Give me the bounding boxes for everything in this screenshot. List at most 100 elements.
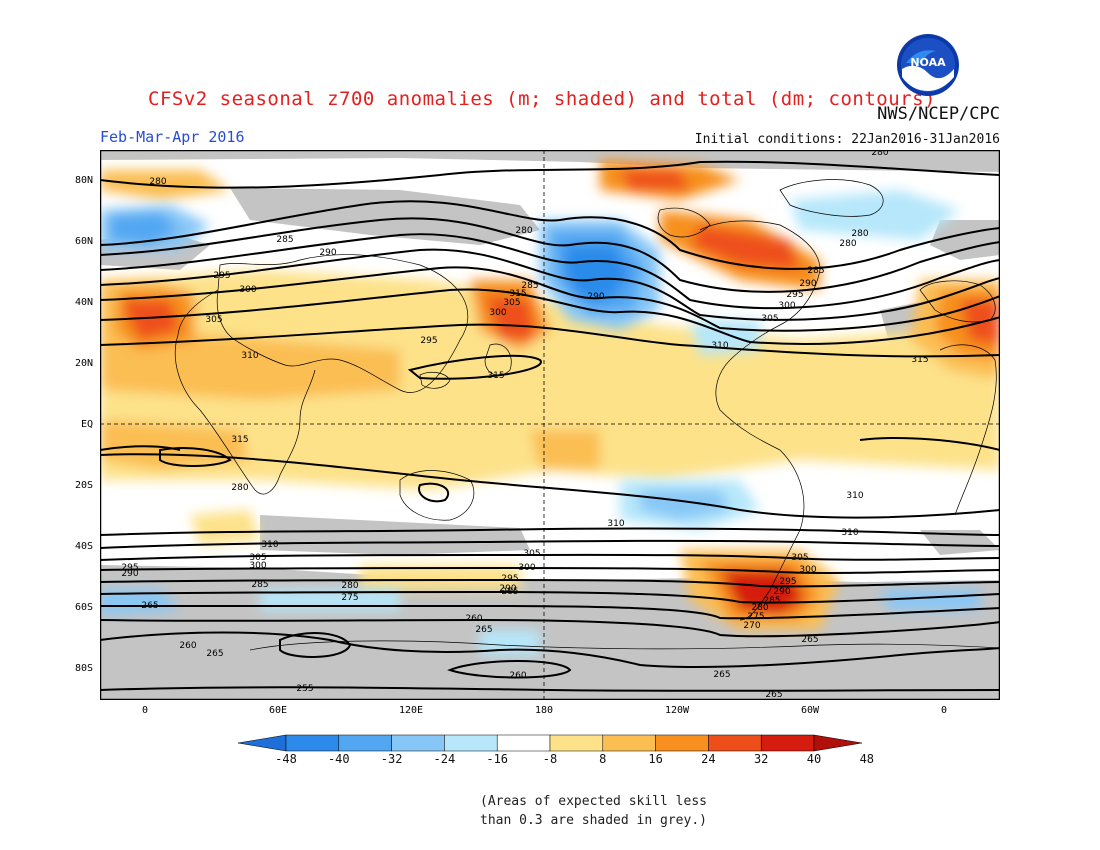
svg-text:285: 285: [763, 596, 780, 606]
svg-text:280: 280: [149, 177, 166, 187]
colorbar-cell: [760, 734, 815, 752]
svg-text:270: 270: [743, 621, 760, 631]
svg-text:305: 305: [761, 314, 778, 324]
svg-text:260: 260: [465, 614, 482, 624]
svg-text:265: 265: [765, 690, 782, 700]
svg-text:290: 290: [773, 587, 790, 597]
svg-text:260: 260: [179, 641, 196, 651]
svg-text:285: 285: [251, 580, 268, 590]
svg-text:310: 310: [261, 540, 278, 550]
svg-text:310: 310: [241, 351, 258, 361]
svg-text:295: 295: [213, 271, 230, 281]
lat-label-80n: 80N: [74, 175, 93, 186]
svg-text:305: 305: [503, 298, 520, 308]
svg-text:310: 310: [711, 341, 728, 351]
svg-text:305: 305: [523, 549, 540, 559]
positive-anomalies: [100, 160, 1000, 630]
svg-text:300: 300: [799, 565, 816, 575]
svg-text:275: 275: [341, 593, 358, 603]
svg-text:290: 290: [319, 248, 336, 258]
coastlines: [174, 179, 1000, 651]
svg-text:280: 280: [751, 603, 768, 613]
colorbar-label: -40: [327, 752, 350, 766]
colorbar-label: 16: [648, 752, 663, 766]
contour-labels: 280 285 290 295 300 305 310 285 290 280 …: [121, 150, 928, 700]
svg-text:315: 315: [911, 355, 928, 365]
skill-footnote: (Areas of expected skill less than 0.3 a…: [480, 792, 707, 830]
svg-text:280: 280: [515, 226, 532, 236]
colorbar-cell: [602, 734, 656, 752]
svg-text:280: 280: [231, 483, 248, 493]
svg-text:285: 285: [521, 281, 538, 291]
colorbar-label: -32: [380, 752, 403, 766]
lon-label-0: 0: [141, 705, 149, 716]
svg-text:290: 290: [499, 584, 516, 594]
svg-text:300: 300: [518, 563, 535, 573]
colorbar-label: -8: [542, 752, 558, 766]
grid-lines: [100, 150, 1000, 700]
svg-text:285: 285: [501, 587, 518, 597]
height-contours: [100, 160, 1000, 692]
svg-text:300: 300: [489, 308, 506, 318]
lat-label-20s: 20S: [74, 480, 93, 491]
svg-text:255: 255: [296, 684, 313, 694]
svg-text:300: 300: [778, 301, 795, 311]
lon-label-0-east: 0: [940, 705, 948, 716]
svg-text:295: 295: [786, 290, 803, 300]
svg-text:NOAA: NOAA: [910, 56, 946, 69]
chart-title: CFSv2 seasonal z700 anomalies (m; shaded…: [148, 88, 936, 110]
colorbar-label: -48: [275, 752, 297, 766]
svg-text:290: 290: [799, 279, 816, 289]
svg-text:295: 295: [121, 563, 138, 573]
svg-text:290: 290: [121, 569, 138, 579]
svg-text:290: 290: [587, 292, 604, 302]
lat-label-60n: 60N: [74, 236, 93, 247]
svg-text:315: 315: [487, 371, 504, 381]
colorbar-cell: [285, 734, 340, 752]
lon-label-60e: 60E: [268, 705, 288, 716]
colorbar-cell: [549, 734, 604, 752]
svg-text:305: 305: [791, 553, 808, 563]
svg-text:265: 265: [713, 670, 730, 680]
colorbar-cell: [338, 734, 392, 752]
lat-label-20n: 20N: [74, 358, 93, 369]
svg-text:285: 285: [807, 266, 824, 276]
lat-label-eq: EQ: [80, 419, 93, 430]
svg-text:300: 300: [239, 285, 256, 295]
svg-text:265: 265: [801, 635, 818, 645]
colorbar-cell: [708, 734, 762, 752]
lon-label-120e: 120E: [398, 705, 424, 716]
svg-text:260: 260: [509, 671, 526, 681]
colorbar-label: -24: [433, 752, 456, 766]
svg-text:265: 265: [475, 625, 492, 635]
lat-label-40n: 40N: [74, 297, 93, 308]
svg-text:295: 295: [779, 577, 796, 587]
svg-text:275: 275: [747, 612, 764, 622]
svg-text:305: 305: [249, 553, 266, 563]
svg-text:300: 300: [249, 561, 266, 571]
svg-text:305: 305: [205, 315, 222, 325]
footnote-line-2: than 0.3 are shaded in grey.): [480, 813, 707, 828]
lon-label-60w: 60W: [800, 705, 820, 716]
agency-label: NWS/NCEP/CPC: [877, 104, 1000, 124]
colorbar-cell: [813, 734, 862, 752]
svg-text:295: 295: [501, 574, 518, 584]
initial-conditions-label: Initial conditions: 22Jan2016-31Jan2016: [694, 132, 1000, 147]
season-label: Feb-Mar-Apr 2016: [100, 128, 245, 146]
svg-text:310: 310: [841, 528, 858, 538]
svg-text:310: 310: [846, 491, 863, 501]
colorbar-label: 8: [599, 752, 607, 766]
colorbar-label: -16: [486, 752, 509, 766]
noaa-logo: NOAA: [897, 34, 959, 96]
svg-text:265: 265: [141, 601, 158, 611]
colorbar-label: 40: [806, 752, 822, 766]
colorbar-cell: [391, 734, 445, 752]
svg-text:310: 310: [607, 519, 624, 529]
colorbar-cell: [496, 734, 551, 752]
svg-text:280: 280: [851, 229, 868, 239]
lat-label-80s: 80S: [74, 663, 93, 674]
svg-text:280: 280: [341, 581, 358, 591]
anomaly-map: 280 285 290 295 300 305 310 285 290 280 …: [100, 150, 1000, 700]
lat-label-40s: 40S: [74, 541, 93, 552]
colorbar: [238, 734, 862, 752]
